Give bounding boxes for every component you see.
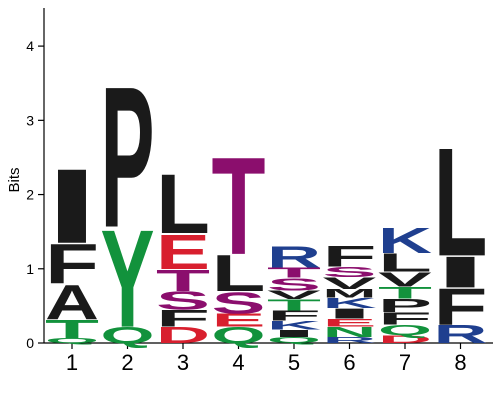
logo-letter-q: Q bbox=[45, 337, 99, 345]
x-tick-label: 2 bbox=[121, 350, 133, 375]
logo-letter-v: V bbox=[378, 268, 432, 291]
logo-letter-f: F bbox=[156, 305, 210, 332]
logo-letter-r: R bbox=[267, 240, 321, 275]
logo-letter-i: I bbox=[45, 147, 99, 266]
x-tick-label: 1 bbox=[66, 350, 78, 375]
y-tick-labels: 0 1 2 3 4 bbox=[26, 38, 44, 351]
logo-letter-v: V bbox=[323, 274, 377, 292]
x-tick-label: 5 bbox=[288, 350, 300, 375]
logo-letter-t: T bbox=[267, 297, 321, 314]
y-tick-label: 3 bbox=[26, 112, 34, 128]
logo-letter-p: P bbox=[378, 295, 432, 316]
logo-letter-d: D bbox=[378, 333, 432, 346]
logo-letter-i: I bbox=[434, 247, 488, 297]
x-tick-label: 7 bbox=[399, 350, 411, 375]
logo-letter-s: S bbox=[323, 264, 377, 280]
logo-letter-k: K bbox=[323, 295, 377, 311]
x-tick-label: 8 bbox=[454, 350, 466, 375]
logo-letter-l: L bbox=[156, 158, 210, 252]
y-tick-label: 4 bbox=[26, 38, 34, 54]
logo-letter-e: E bbox=[212, 310, 266, 331]
logo-letter-l: L bbox=[378, 248, 432, 277]
logo-letter-n: N bbox=[323, 324, 377, 340]
logo-letter-q: Q bbox=[378, 322, 432, 338]
y-tick-label: 1 bbox=[26, 261, 34, 277]
logo-letter-q: Q bbox=[101, 322, 155, 347]
logo-letter-f: F bbox=[378, 308, 432, 328]
logo-letter-f: F bbox=[45, 232, 99, 295]
logo-letter-f: F bbox=[267, 308, 321, 324]
y-tick-label: 2 bbox=[26, 187, 34, 203]
logo-letter-s: S bbox=[156, 286, 210, 315]
logo-letter-l: L bbox=[212, 245, 266, 302]
logo-letter-t: T bbox=[45, 314, 99, 343]
logo-letter-s: S bbox=[267, 275, 321, 294]
logo-letter-t: T bbox=[378, 284, 432, 302]
logo-letter-t: T bbox=[156, 263, 210, 298]
x-tick-label: 6 bbox=[343, 350, 355, 375]
logo-letter-q: Q bbox=[212, 322, 266, 347]
logo-letter-k: K bbox=[267, 319, 321, 333]
logo-letter-f: F bbox=[434, 279, 488, 336]
logo-letter-d: D bbox=[156, 322, 210, 347]
logo-letter-m: M bbox=[323, 287, 377, 301]
logo-letter-e: E bbox=[323, 317, 377, 330]
logo-letter-r: R bbox=[434, 319, 488, 348]
logo-letter-f: F bbox=[323, 239, 377, 273]
logo-letter-y: Y bbox=[101, 202, 155, 357]
logo-letter-t: T bbox=[212, 127, 266, 283]
logo-letter-s: S bbox=[212, 286, 266, 320]
y-axis-label: Bits bbox=[6, 167, 23, 192]
logo-letter-a: A bbox=[45, 276, 99, 331]
x-tick-label: 3 bbox=[177, 350, 189, 375]
logo-letter-v: V bbox=[267, 288, 322, 302]
logo-letter-k: K bbox=[378, 221, 432, 261]
logo-letter-l: L bbox=[434, 115, 488, 288]
logo-letter-q: Q bbox=[267, 336, 321, 345]
logo-letter-i: I bbox=[267, 328, 321, 340]
logo-letter-p: P bbox=[101, 45, 155, 269]
logo-letter-r: R bbox=[323, 336, 377, 345]
logo-letter-stacks: QTAFIQYPDFSTELQESLTQIKFTVSTRRNEIKMVSFDQF… bbox=[45, 45, 488, 357]
logo-letter-t: T bbox=[267, 265, 321, 281]
x-tick-labels: 1 2 3 4 5 6 7 8 bbox=[66, 343, 467, 375]
logo-letter-i: I bbox=[323, 306, 377, 322]
logo-letter-e: E bbox=[156, 225, 210, 280]
x-tick-label: 4 bbox=[232, 350, 244, 375]
y-tick-label: 0 bbox=[26, 335, 34, 351]
